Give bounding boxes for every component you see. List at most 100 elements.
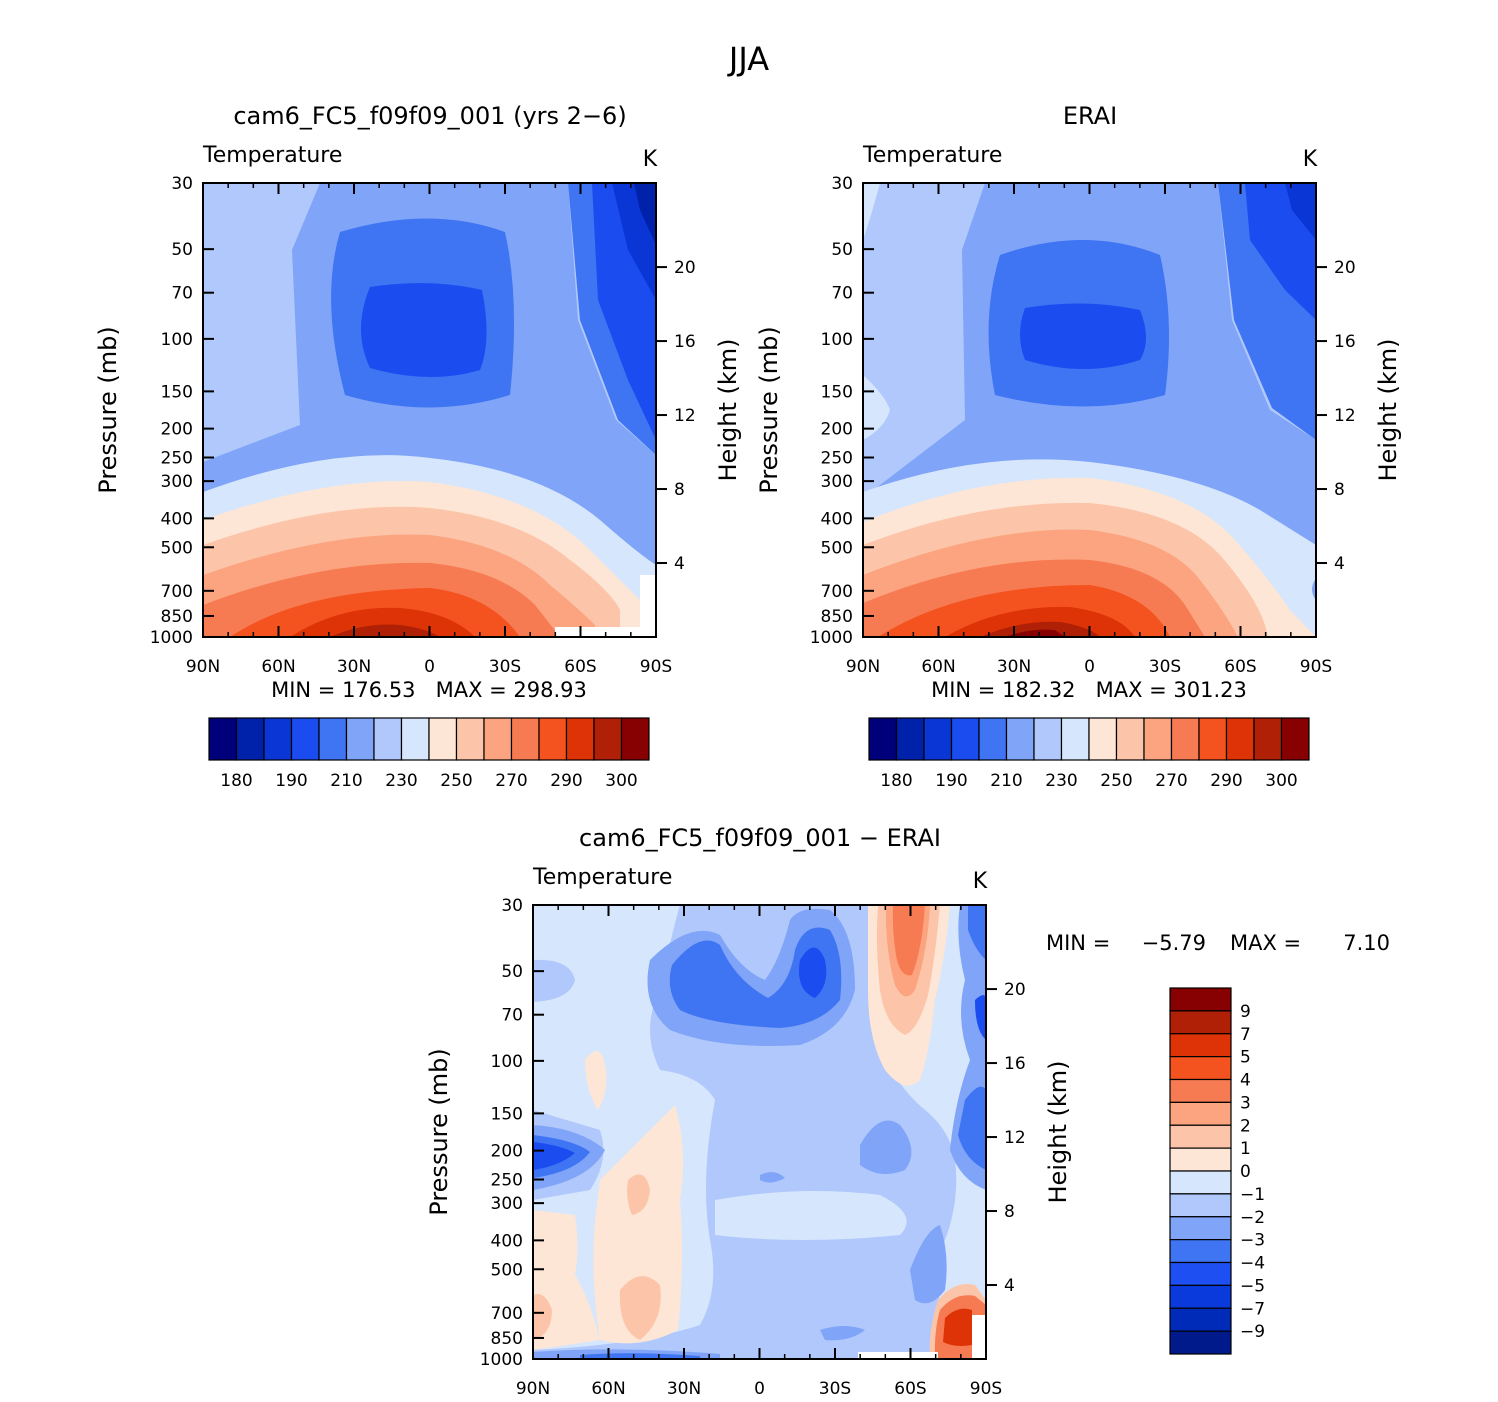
panel-erai-title: ERAI	[1063, 102, 1117, 130]
contour-fill	[593, 1105, 684, 1344]
height-tick-label: 4	[1004, 1276, 1015, 1296]
colorbar-label: 9	[1240, 1002, 1251, 1022]
x-tick-label: 60N	[261, 657, 295, 677]
colorbar-label: 270	[1155, 771, 1187, 791]
height-tick-label: 12	[1334, 406, 1356, 426]
max-label: MAX =	[1096, 678, 1167, 702]
panel-erai-axes: 90N 60N 30N 0 30S 60S 90S 30 50 70 100 150 200 250 300…	[810, 174, 1356, 677]
x-tick-label: 30N	[667, 1379, 701, 1399]
colorbar-box	[1280, 717, 1310, 761]
contour-fill	[980, 621, 1100, 637]
figure-title: JJA	[727, 40, 769, 78]
y-tick-label: 850	[161, 607, 193, 627]
x-tick-label: 30N	[997, 657, 1031, 677]
x-tick-label: 30S	[1149, 657, 1181, 677]
x-tick-label: 30S	[819, 1379, 851, 1399]
min-value: −5.79	[1142, 931, 1206, 955]
y-tick-label: 250	[491, 1171, 523, 1191]
colorbar-box	[1115, 717, 1145, 761]
below-ground-mask	[972, 1315, 986, 1359]
panel-difference: cam6_FC5_f09f09_001 − ERAI Temperature K	[425, 824, 1390, 1399]
colorbar: 180 190 210 230 250 270 290 300	[208, 717, 650, 791]
min-label: MIN =	[271, 678, 335, 702]
colorbar-box	[1169, 1078, 1232, 1103]
contour-fill	[863, 183, 880, 240]
colorbar-box	[1060, 717, 1090, 761]
y-tick-label: 300	[161, 472, 193, 492]
colorbar-box	[620, 717, 650, 761]
contour-fill	[910, 1225, 947, 1304]
colorbar-label: 210	[330, 771, 362, 791]
min-value: 176.53	[342, 678, 415, 702]
panel-difference-axes: 90N 60N 30N 0 30S 60S 90S 30 50 70 100 150 200 250 300…	[480, 896, 1026, 1399]
colorbar: 180 190 210 230 250 270 290 300	[868, 717, 1310, 791]
height-tick-label: 16	[1334, 332, 1356, 352]
colorbar-label: −1	[1240, 1185, 1265, 1205]
colorbar-box	[455, 717, 485, 761]
x-tick-label: 90N	[186, 657, 220, 677]
colorbar-box	[1169, 1124, 1232, 1149]
colorbar-box	[1169, 987, 1232, 1012]
x-tick-label: 0	[1084, 657, 1095, 677]
y-tick-label: 250	[161, 449, 193, 469]
height-tick-label: 20	[1334, 258, 1356, 278]
panel-erai: ERAI Temperature K 90N 60N 30N 0 30S 60S 90S 30	[755, 102, 1402, 791]
y-axis-right-label: Height (km)	[1044, 1061, 1072, 1204]
height-tick-label: 16	[674, 332, 696, 352]
y-tick-label: 250	[821, 449, 853, 469]
x-tick-label: 0	[424, 657, 435, 677]
panel-model-axes: 90N 60N 30N 0 30S 60S 90S 30 50 70 100 150 200 250 300…	[150, 174, 696, 677]
colorbar-box	[593, 717, 623, 761]
colorbar-box	[263, 717, 293, 761]
y-tick-label: 700	[491, 1304, 523, 1324]
x-tick-label: 60S	[1224, 657, 1256, 677]
colorbar-box	[1169, 1147, 1232, 1172]
contour-fill	[1020, 303, 1146, 369]
colorbar-label: −7	[1240, 1299, 1265, 1319]
contour-fill	[892, 905, 925, 976]
y-tick-label: 1000	[150, 628, 193, 648]
colorbar-box	[290, 717, 320, 761]
colorbar-label: 2	[1240, 1116, 1251, 1136]
colorbar-box	[1169, 1307, 1232, 1332]
y-tick-label: 200	[821, 420, 853, 440]
y-tick-label: 200	[491, 1142, 523, 1162]
contour-fill	[669, 927, 842, 1028]
max-value: 298.93	[513, 678, 586, 702]
colorbar-box	[1143, 717, 1173, 761]
contour-fill	[1285, 183, 1316, 240]
colorbar-box	[1225, 717, 1255, 761]
contour-fill	[533, 1294, 552, 1340]
colorbar-label: 7	[1240, 1025, 1251, 1045]
min-value: 182.32	[1002, 678, 1075, 702]
colorbar-box	[1005, 717, 1035, 761]
colorbar-box	[1253, 717, 1283, 761]
panel-difference-variable-label: Temperature	[532, 865, 672, 890]
colorbar-box	[373, 717, 403, 761]
x-tick-label: 30S	[489, 657, 521, 677]
colorbar-box	[923, 717, 953, 761]
colorbar-label: 4	[1240, 1071, 1251, 1091]
min-max-line: MIN = 182.32 MAX = 301.23	[931, 678, 1247, 702]
colorbar-box	[208, 717, 238, 761]
height-tick-label: 16	[1004, 1054, 1026, 1074]
x-tick-label: 90N	[516, 1379, 550, 1399]
colorbar-label: 230	[385, 771, 417, 791]
colorbar-label: −4	[1240, 1254, 1265, 1274]
y-tick-label: 850	[491, 1329, 523, 1349]
colorbar-box	[1170, 717, 1200, 761]
contour-fill	[580, 1353, 700, 1359]
x-tick-label: 60N	[591, 1379, 625, 1399]
colorbar-box	[1169, 1239, 1232, 1264]
x-tick-label: 30N	[337, 657, 371, 677]
y-tick-label: 70	[171, 284, 193, 304]
colorbar-box	[1169, 1101, 1232, 1126]
colorbar-box	[868, 717, 898, 761]
colorbar-label: 3	[1240, 1093, 1251, 1113]
y-tick-label: 1000	[810, 628, 853, 648]
colorbar-label: 230	[1045, 771, 1077, 791]
x-tick-label: 60S	[564, 657, 596, 677]
y-tick-label: 400	[821, 509, 853, 529]
y-tick-label: 150	[491, 1104, 523, 1124]
colorbar: 9 7 5 43 2 1 0 −1 −2 −3 −4−5 −7 −9	[1169, 987, 1265, 1355]
